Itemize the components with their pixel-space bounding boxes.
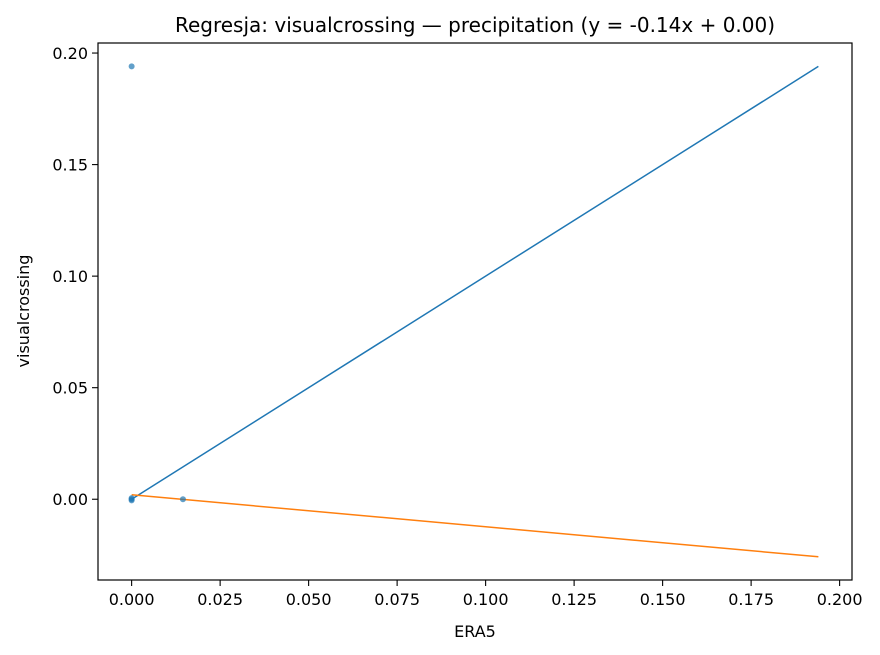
y-tick-label: 0.05: [52, 379, 88, 398]
x-tick-label: 0.200: [817, 590, 863, 609]
regression-line-1: [131, 65, 819, 500]
x-axis-label: ERA5: [454, 622, 496, 641]
data-point: [179, 496, 186, 503]
y-tick-label: 0.15: [52, 156, 88, 175]
data-point: [128, 497, 135, 504]
y-tick-label: 0.00: [52, 490, 88, 509]
data-point: [128, 63, 135, 70]
x-tick-label: 0.100: [463, 590, 509, 609]
x-tick-label: 0.150: [640, 590, 686, 609]
x-tick-label: 0.175: [728, 590, 774, 609]
x-tick-label: 0.050: [286, 590, 332, 609]
axis-ticks: 0.000 0.025 0.050 0.075 0.100 0.125 0.150 0.175…: [52, 44, 862, 609]
y-tick-label: 0.20: [52, 44, 88, 63]
axes-frame: [97, 42, 853, 581]
x-tick-label: 0.000: [109, 590, 155, 609]
y-tick-label: 0.10: [52, 267, 88, 286]
x-tick-label: 0.025: [197, 590, 243, 609]
chart-title: Regresja: visualcrossing — precipitation…: [175, 13, 775, 37]
plot-area: [128, 63, 819, 558]
y-axis-label: visualcrossing: [14, 255, 33, 368]
regression-line-2: [131, 494, 819, 558]
x-tick-label: 0.125: [551, 590, 597, 609]
x-tick-label: 0.075: [374, 590, 420, 609]
